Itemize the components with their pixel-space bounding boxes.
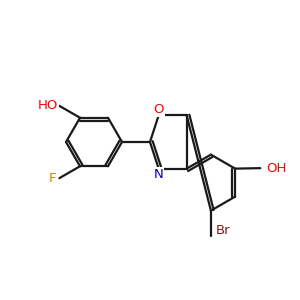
Text: OH: OH [266,162,287,175]
Text: F: F [49,172,56,184]
Text: O: O [153,103,164,116]
Text: N: N [154,168,164,181]
Text: Br: Br [216,224,230,237]
Text: HO: HO [38,99,58,112]
